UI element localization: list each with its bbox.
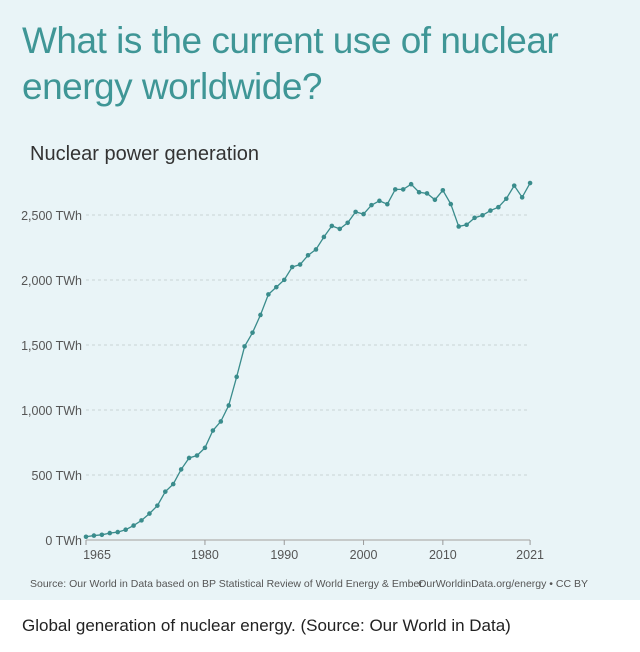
- data-point: [226, 403, 232, 408]
- data-point: [170, 481, 176, 487]
- data-point: [361, 211, 366, 217]
- data-point: [250, 330, 255, 335]
- x-tick-label: 1965: [83, 548, 111, 562]
- data-point: [424, 191, 430, 196]
- data-point: [186, 455, 192, 461]
- data-point: [392, 187, 398, 192]
- data-point: [123, 527, 128, 533]
- series-line: [85, 182, 531, 538]
- data-point: [472, 215, 477, 221]
- data-point: [313, 247, 319, 252]
- data-point: [147, 511, 152, 516]
- data-point: [258, 312, 263, 318]
- x-tick-label: 2021: [516, 548, 544, 562]
- data-point: [369, 202, 374, 208]
- data-point: [480, 212, 485, 218]
- data-point: [305, 253, 311, 258]
- data-point: [377, 198, 382, 204]
- data-point: [281, 277, 287, 283]
- data-point: [202, 445, 208, 451]
- data-point: [385, 201, 390, 207]
- data-point: [107, 530, 113, 536]
- data-point: [432, 197, 438, 203]
- line-chart: 0 TWh 500 TWh 1,000 TWh 1,500 TWh 2,000 TWh 2…: [21, 180, 544, 562]
- data-point: [194, 453, 200, 458]
- source-note: Source: Our World in Data based on BP St…: [30, 578, 423, 590]
- data-point: [274, 284, 279, 290]
- data-point: [163, 489, 168, 494]
- data-point: [155, 503, 160, 508]
- data-point: [289, 264, 295, 270]
- x-tick-label: 2010: [429, 548, 457, 562]
- y-tick-label: 0 TWh: [45, 534, 82, 548]
- page-title: What is the current use of nuclear energ…: [22, 20, 559, 107]
- data-point: [218, 419, 224, 424]
- data-point: [527, 180, 533, 186]
- data-point: [321, 234, 327, 240]
- data-point: [139, 518, 144, 523]
- license-note: OurWorldinData.org/energy • CC BY: [418, 578, 588, 590]
- data-point: [519, 195, 525, 200]
- data-point: [400, 187, 406, 192]
- data-point: [408, 181, 414, 187]
- data-point: [416, 189, 422, 195]
- data-point: [337, 226, 343, 232]
- data-point: [210, 428, 216, 433]
- data-point: [297, 262, 303, 267]
- data-point: [91, 533, 97, 538]
- data-point: [511, 183, 517, 188]
- data-point: [353, 209, 358, 215]
- data-point: [503, 196, 509, 202]
- y-tick-label: 2,000 TWh: [21, 274, 82, 288]
- chart-title: Nuclear power generation: [30, 143, 260, 165]
- data-point: [178, 467, 184, 472]
- data-point: [83, 534, 89, 540]
- y-tick-label: 1,000 TWh: [21, 404, 82, 418]
- x-tick-label: 1990: [270, 548, 298, 562]
- data-point: [242, 344, 247, 349]
- x-tick-label: 1980: [191, 548, 219, 562]
- data-point: [329, 223, 335, 229]
- data-point: [99, 532, 105, 538]
- data-point: [464, 222, 469, 228]
- data-point: [234, 374, 239, 380]
- y-tick-label: 2,500 TWh: [21, 209, 82, 223]
- y-tick-label: 500 TWh: [32, 469, 83, 483]
- data-point: [345, 220, 350, 226]
- data-point: [131, 523, 136, 528]
- data-point: [456, 224, 462, 229]
- x-tick-label: 2000: [350, 548, 378, 562]
- data-point: [115, 529, 121, 535]
- data-point: [488, 208, 493, 213]
- data-point: [266, 292, 271, 297]
- y-tick-label: 1,500 TWh: [21, 339, 82, 353]
- data-point: [496, 204, 501, 210]
- data-point: [440, 188, 446, 193]
- caption: Global generation of nuclear energy. (So…: [22, 616, 511, 635]
- data-point: [448, 201, 454, 207]
- chart-panel: [0, 0, 640, 600]
